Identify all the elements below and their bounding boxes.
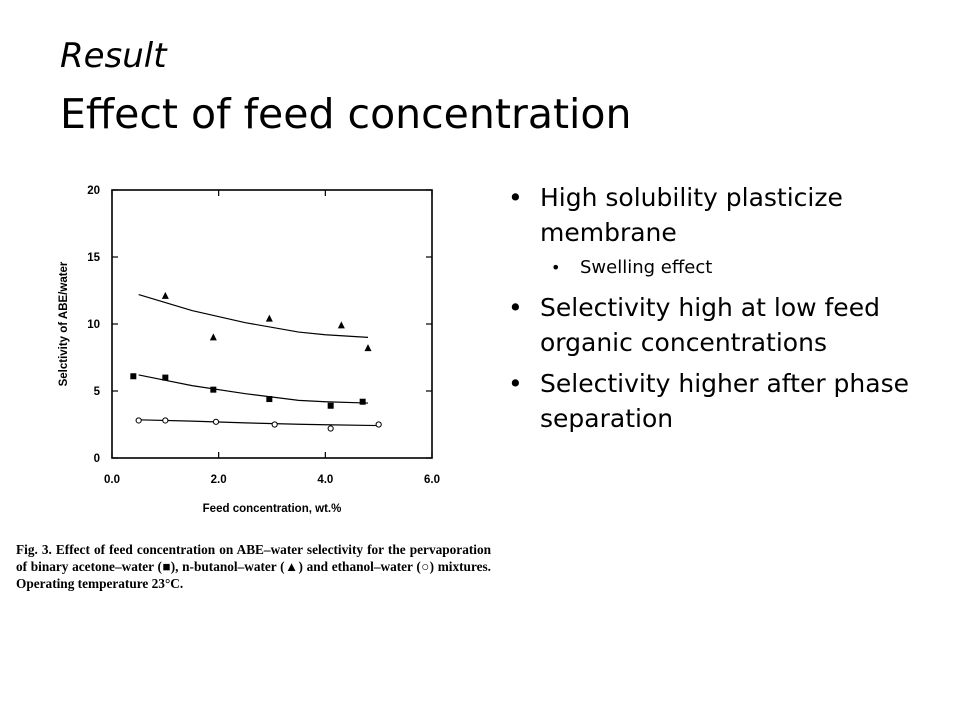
y-axis-ticks: 0 5 10 15 20 [87,185,432,465]
data-points [130,291,382,432]
triangle-marker [265,314,273,322]
circle-marker [271,421,278,428]
trend-line [138,374,369,404]
y-tick-label: 5 [94,386,101,398]
triangle-marker [337,321,345,329]
square-marker [359,398,366,405]
square-marker [266,396,273,403]
circle-marker [162,417,169,424]
x-tick-label: 6.0 [424,474,440,486]
bullet-item: Selectivity high at low feed organic con… [508,290,953,360]
bullet-list: High solubility plasticize membrane Swel… [508,180,953,442]
y-tick-label: 10 [87,319,100,331]
circle-marker [135,417,142,424]
y-tick-label: 15 [87,252,100,264]
square-marker [130,373,137,380]
slide-title: Effect of feed concentration [60,90,632,138]
caption-line: Fig. 3. Effect of feed concentration on … [16,542,406,557]
triangle-marker [161,291,169,299]
y-tick-label: 20 [87,185,100,197]
slide-subtitle: Result [60,36,167,76]
x-axis-ticks: 0.0 2.0 4.0 6.0 [104,190,440,486]
square-marker [162,374,169,381]
circle-marker [212,418,220,425]
bullet-item: Selectivity higher after phase separatio… [508,366,953,436]
square-marker [210,386,217,393]
selectivity-chart: 0 5 10 15 20 0.0 2.0 4.0 6.0 Selctivity of ABE/… [58,185,440,515]
x-tick-label: 0.0 [104,474,120,486]
x-axis-label: Feed concentration, wt.% [203,503,342,515]
sub-bullet-item: Swelling effect [508,256,953,280]
plot-frame [111,189,433,459]
caption-line: pervaporation of binary acetone–water (■… [16,542,492,574]
trend-line [138,419,379,427]
trend-line [138,293,369,338]
x-tick-label: 4.0 [317,474,333,486]
y-axis-label: Selctivity of ABE/water [58,261,70,386]
square-marker [327,402,334,409]
triangle-marker [209,333,217,341]
trend-lines [138,293,379,427]
circle-marker [327,425,334,432]
figure-caption: Fig. 3. Effect of feed concentration on … [16,541,491,592]
bullet-item: High solubility plasticize membrane [508,180,953,250]
triangle-marker [364,344,372,352]
caption-line: ethanol–water (○) mixtures. Operating te… [16,559,492,591]
y-tick-label: 0 [94,453,100,465]
circle-marker [375,421,382,428]
x-tick-label: 2.0 [211,474,227,486]
